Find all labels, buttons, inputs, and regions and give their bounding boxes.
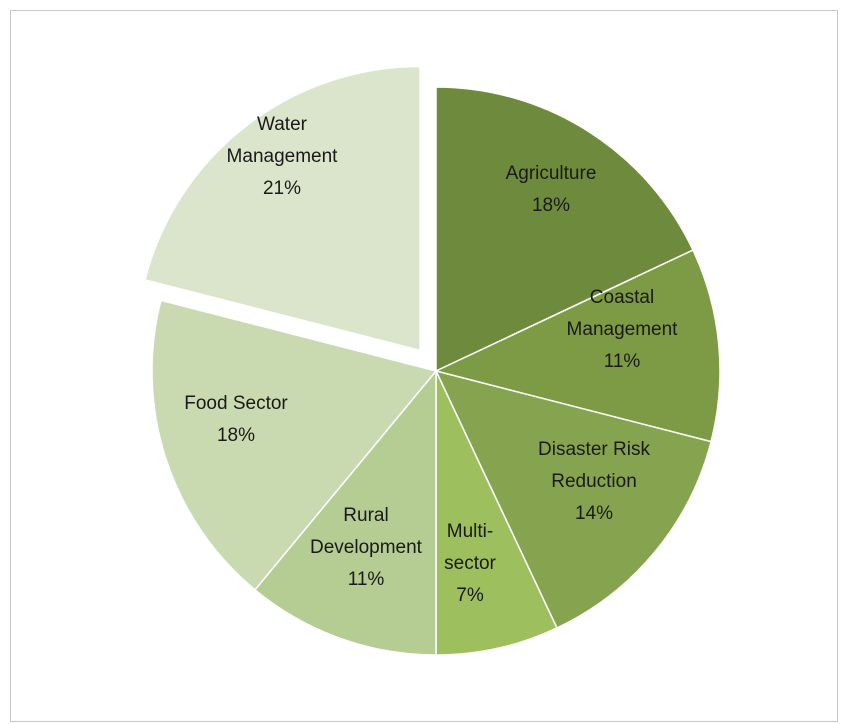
slice-value-label: 18% (217, 425, 255, 446)
slice-value-label: 11% (604, 351, 641, 372)
slice-value-label: 14% (575, 503, 613, 524)
slice-value-label: 7% (456, 585, 484, 606)
slice-name-label: Management (567, 319, 679, 340)
slice-label-food-sector: Food Sector 18% (184, 393, 288, 446)
slice-label-disaster-risk-reduction: Disaster Risk Reduction 14% (538, 439, 650, 524)
slice-value-label: 21% (263, 178, 301, 199)
pie-slice-coastal-management (433, 249, 721, 443)
slice-label-rural-development: Rural Development 11% (310, 505, 423, 590)
slice-name-label: Coastal (590, 287, 654, 308)
slice-name-label: Food Sector (184, 393, 288, 414)
pie-slice-rural-development (253, 368, 437, 656)
pie-slice-multi-sector (435, 370, 558, 656)
pie-slice-disaster-risk-reduction (434, 369, 712, 629)
slice-name-label: Disaster Risk (538, 439, 650, 460)
slice-name-label: Development (310, 537, 423, 558)
slice-label-coastal-management: Coastal Management 11% (567, 287, 679, 372)
slice-name-label: Multi- (447, 521, 493, 542)
slice-label-agriculture: Agriculture 18% (506, 163, 597, 216)
slice-name-label: sector (444, 553, 496, 574)
slice-label-multi-sector: Multi-sector 7% (444, 521, 496, 606)
pie-slice-water-management (144, 65, 421, 352)
slice-value-label: 18% (532, 195, 570, 216)
slice-value-label: 11% (348, 569, 385, 590)
slice-name-label: Management (227, 146, 339, 167)
slice-name-label: Agriculture (506, 163, 597, 184)
pie-slice-food-sector (151, 299, 438, 591)
pie-labels: Agriculture 18% Coastal Management 11% Disast… (184, 114, 678, 606)
pie-slice-agriculture (435, 86, 694, 373)
slice-name-label: Water (257, 114, 308, 135)
slice-name-label: Rural (343, 505, 388, 526)
slice-label-water-management: Water Management 21% (227, 114, 339, 199)
slice-name-label: Reduction (551, 471, 637, 492)
pie-slices (144, 65, 721, 656)
